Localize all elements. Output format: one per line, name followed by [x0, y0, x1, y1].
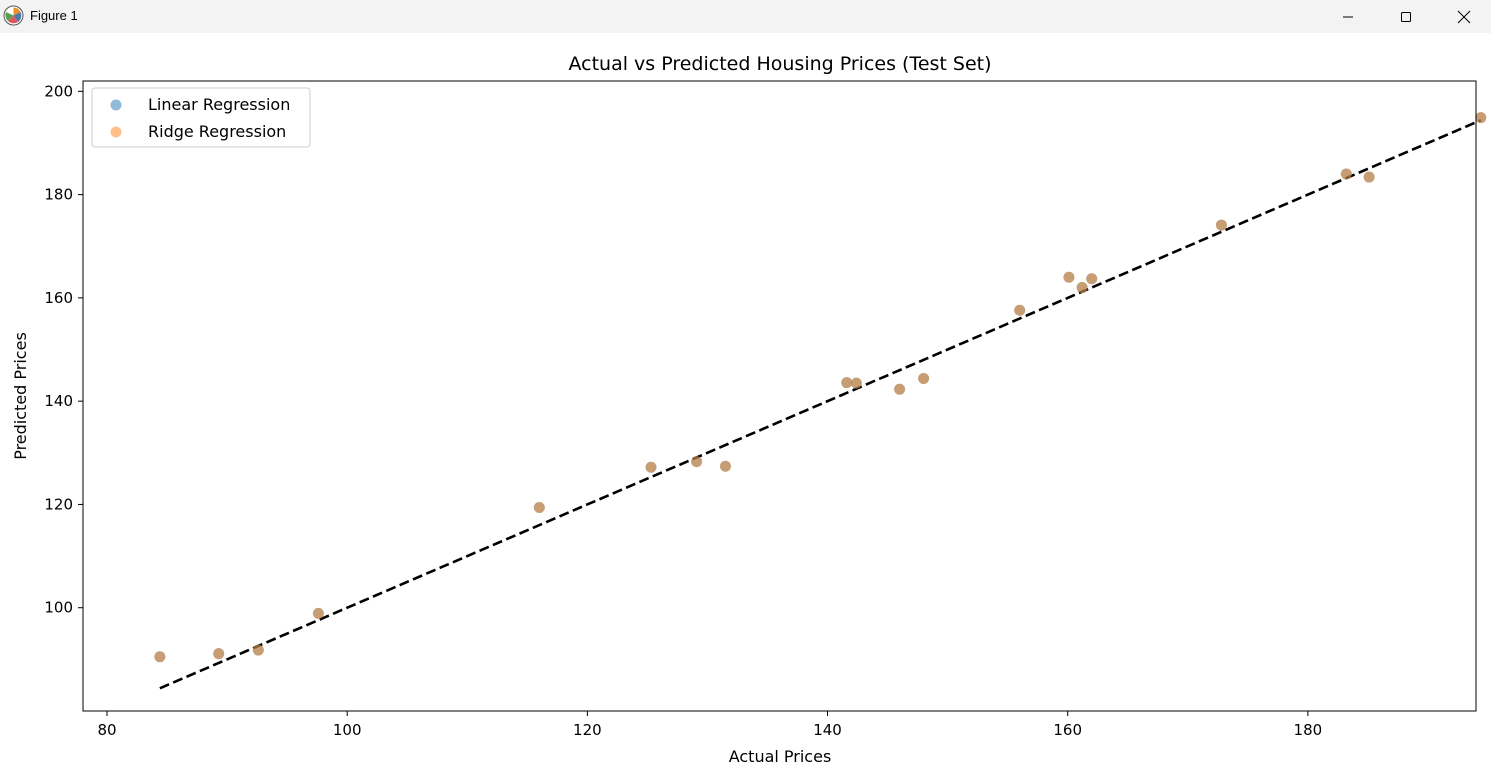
legend-marker-linear	[110, 99, 122, 111]
legend-label-ridge: Ridge Regression	[148, 122, 286, 141]
data-point	[312, 607, 324, 619]
x-tick-label: 120	[573, 721, 602, 739]
x-axis-ticks: 80 100 120 140 160 180	[97, 711, 1322, 739]
x-axis-label: Actual Prices	[729, 747, 832, 766]
matplotlib-logo-icon	[3, 5, 24, 26]
x-tick-label: 140	[813, 721, 842, 739]
axes-frame	[82, 80, 1477, 712]
data-point	[645, 461, 657, 473]
data-point	[1086, 273, 1098, 285]
data-point	[213, 648, 225, 660]
legend: Linear Regression Ridge Regression	[91, 87, 311, 148]
window-titlebar: Figure 1	[0, 0, 1491, 33]
data-point	[154, 651, 166, 663]
chart-title: Actual vs Predicted Housing Prices (Test…	[568, 53, 991, 75]
data-point	[719, 460, 731, 472]
close-icon	[1457, 10, 1471, 23]
maximize-icon	[1401, 11, 1411, 22]
figure-canvas: Actual vs Predicted Housing Prices (Test…	[11, 53, 1487, 766]
y-tick-label: 160	[44, 289, 73, 307]
minimize-button[interactable]	[1319, 0, 1377, 33]
data-point	[1076, 282, 1088, 294]
points-layer	[154, 112, 1487, 663]
series-ridge	[154, 112, 1487, 663]
y-tick-label: 120	[44, 495, 73, 513]
series-linear	[154, 112, 1487, 663]
data-point	[1340, 168, 1352, 180]
x-tick-label: 80	[97, 721, 116, 739]
legend-marker-ridge	[110, 126, 122, 138]
x-tick-label: 100	[333, 721, 362, 739]
data-point	[1363, 171, 1375, 183]
data-point	[1475, 112, 1487, 124]
y-tick-label: 140	[44, 392, 73, 410]
data-point	[850, 377, 862, 389]
data-point	[252, 644, 264, 656]
y-tick-label: 180	[44, 186, 73, 204]
data-point	[533, 502, 545, 514]
minimize-icon	[1343, 16, 1353, 17]
close-button[interactable]	[1435, 0, 1491, 33]
x-tick-label: 180	[1294, 721, 1323, 739]
y-tick-label: 200	[44, 82, 73, 100]
maximize-button[interactable]	[1377, 0, 1435, 33]
y-tick-label: 100	[44, 599, 73, 617]
legend-label-linear: Linear Regression	[148, 95, 290, 114]
y-axis-label: Predicted Prices	[11, 332, 30, 460]
data-point	[894, 383, 906, 395]
y-axis-ticks: 100 120 140 160 180 200	[44, 82, 83, 617]
data-point	[918, 372, 930, 384]
x-tick-label: 160	[1053, 721, 1082, 739]
data-point	[691, 456, 703, 468]
data-point	[1063, 271, 1075, 283]
reference-line	[159, 119, 1482, 690]
data-point	[1215, 219, 1227, 231]
legend-box	[91, 87, 311, 148]
data-point	[841, 377, 853, 389]
reference-line-layer	[159, 119, 1482, 690]
data-point	[1014, 304, 1026, 316]
window-title: Figure 1	[30, 8, 78, 23]
